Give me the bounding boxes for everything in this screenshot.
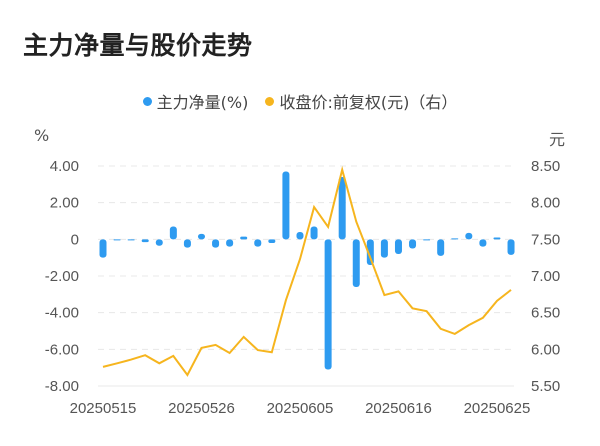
- bar: [423, 239, 431, 241]
- right-axis-tick: 5.50: [531, 378, 560, 395]
- bar: [352, 239, 360, 287]
- bar: [437, 239, 445, 256]
- price-line: [102, 165, 512, 377]
- x-axis-tick: 20250526: [168, 400, 235, 417]
- bar: [197, 233, 205, 240]
- bar: [226, 239, 234, 247]
- bar: [155, 239, 163, 246]
- bar: [310, 226, 318, 240]
- bar: [240, 236, 248, 240]
- bar: [366, 239, 374, 265]
- bar: [465, 232, 473, 240]
- bar: [212, 239, 220, 248]
- bar: [141, 239, 149, 243]
- bar: [409, 239, 417, 249]
- left-axis-tick: -4.00: [45, 305, 79, 322]
- right-axis-tick: 7.50: [531, 231, 560, 248]
- bar: [127, 239, 135, 241]
- left-axis-tick: 2.00: [50, 195, 79, 212]
- right-axis-unit: 元: [549, 130, 566, 149]
- legend-label: 收盘价:前复权(元)（右）: [279, 93, 458, 112]
- bar: [113, 239, 121, 241]
- legend-item-net-flow[interactable]: 主力净量(%): [142, 89, 249, 113]
- left-axis-tick: 0: [71, 231, 79, 248]
- left-axis-tick: -2.00: [45, 268, 79, 285]
- right-axis-tick: 7.00: [531, 268, 560, 285]
- right-axis-tick: 8.50: [531, 158, 560, 175]
- bar: [169, 226, 177, 240]
- x-axis-tick: 20250515: [70, 400, 137, 417]
- bar: [324, 239, 332, 370]
- bar: [507, 239, 515, 255]
- legend: 主力净量(%) 收盘价:前复权(元)（右）: [0, 89, 600, 113]
- bar: [296, 232, 304, 240]
- legend-dot-orange-icon: [265, 96, 275, 106]
- legend-dot-blue-icon: [142, 96, 152, 106]
- right-axis-tick: 6.50: [531, 305, 560, 322]
- bar: [380, 239, 388, 258]
- left-axis-tick: -6.00: [45, 341, 79, 358]
- left-axis-tick: 4.00: [50, 158, 79, 175]
- bar: [493, 237, 501, 240]
- legend-item-close-price[interactable]: 收盘价:前复权(元)（右）: [265, 89, 457, 113]
- left-axis-tick: -8.00: [45, 378, 79, 395]
- bar: [254, 239, 262, 247]
- bar: [451, 238, 459, 240]
- right-axis-tick: 8.00: [531, 195, 560, 212]
- right-axis-tick: 6.00: [531, 341, 560, 358]
- bar: [268, 239, 276, 243]
- legend-label: 主力净量(%): [156, 93, 249, 112]
- chart-title: 主力净量与股价走势: [23, 31, 253, 60]
- bar: [394, 239, 402, 254]
- x-axis-tick: 20250625: [464, 400, 531, 417]
- bar: [338, 177, 346, 240]
- left-axis-unit: %: [34, 126, 50, 145]
- x-axis-tick: 20250605: [267, 400, 334, 417]
- x-axis-tick: 20250616: [365, 400, 432, 417]
- bar: [479, 239, 487, 247]
- bar: [282, 171, 290, 240]
- bar: [99, 239, 107, 258]
- bar: [183, 239, 191, 248]
